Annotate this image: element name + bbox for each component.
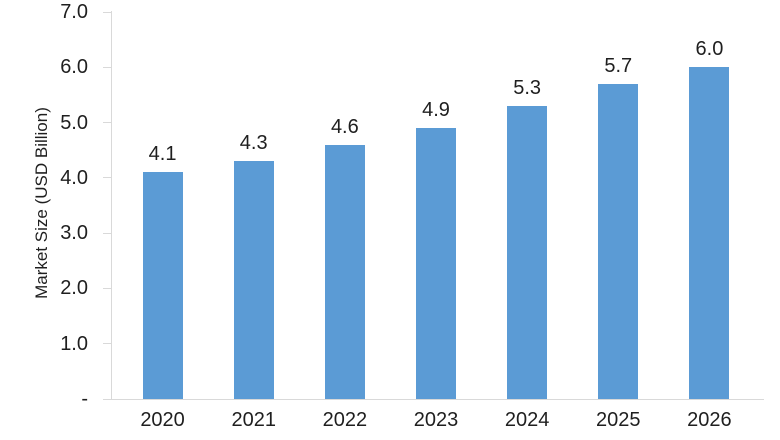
y-tick-label: 2.0 xyxy=(60,277,88,300)
bar-value-label: 6.0 xyxy=(695,38,724,61)
bar-2021 xyxy=(233,161,274,399)
y-tick-label: 4.0 xyxy=(60,166,88,189)
bar-2026 xyxy=(689,67,730,399)
y-tick-mark xyxy=(103,233,111,234)
x-tick-label: 2024 xyxy=(504,409,550,431)
bar-2020 xyxy=(142,172,183,399)
y-tick-mark xyxy=(103,67,111,68)
bar-value-label: 4.6 xyxy=(330,115,359,138)
x-tick-label: 2023 xyxy=(413,409,459,431)
x-tick-label: 2021 xyxy=(231,409,276,431)
bar-2025 xyxy=(598,83,639,399)
x-tick-label: 2022 xyxy=(322,409,368,431)
y-tick-label: 5.0 xyxy=(60,111,88,134)
x-tick-label: 2026 xyxy=(687,409,732,431)
y-tick-label: 7.0 xyxy=(60,1,88,23)
x-tick-label: 2020 xyxy=(140,409,185,431)
bar-value-label: 5.7 xyxy=(604,54,633,77)
bar-2023 xyxy=(416,128,456,399)
bar-value-label: 4.3 xyxy=(239,132,268,155)
bar-value-label: 4.1 xyxy=(148,143,177,166)
bar-2024 xyxy=(507,105,548,399)
y-axis-title: Market Size (USD Billion) xyxy=(32,107,51,299)
y-tick-mark xyxy=(103,122,111,123)
x-axis-line xyxy=(111,399,764,400)
y-tick-mark xyxy=(103,399,111,400)
bar-value-label: 5.3 xyxy=(513,76,542,99)
y-axis-line xyxy=(111,11,112,400)
y-tick-label: 6.0 xyxy=(60,56,88,79)
y-tick-mark xyxy=(103,288,111,289)
y-tick-label: 1.0 xyxy=(60,332,88,355)
bar-value-label: 4.9 xyxy=(422,99,450,122)
bar-2022 xyxy=(324,144,365,399)
x-tick-label: 2025 xyxy=(596,409,641,431)
y-tick-mark xyxy=(103,343,111,344)
y-tick-mark xyxy=(103,12,111,13)
y-tick-mark xyxy=(103,177,111,178)
y-tick-label: 3.0 xyxy=(60,222,88,245)
y-tick-label: - xyxy=(81,388,88,410)
